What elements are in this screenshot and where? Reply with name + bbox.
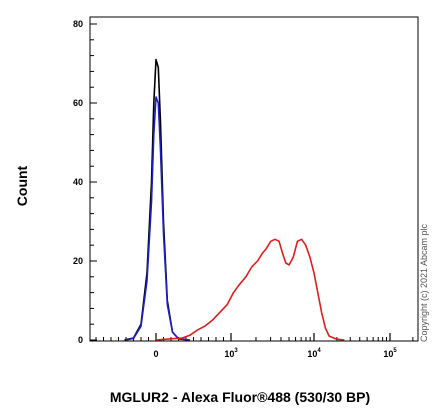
x-tick-label: 0 (153, 349, 158, 359)
series-layer (124, 58, 345, 341)
x-tick-label: 103 (224, 348, 238, 359)
y-tick-label: 60 (73, 98, 83, 108)
x-tick-label: 104 (307, 348, 321, 359)
y-tick-label: 80 (73, 19, 83, 29)
y-tick-label: 20 (73, 256, 83, 266)
y-axis-ticks: 0 20 40 60 80 (73, 19, 97, 345)
y-axis-title: Count (14, 165, 30, 206)
x-tick-label: 105 (383, 348, 397, 359)
y-tick-label: 0 (78, 335, 83, 345)
y-tick-label: 40 (73, 177, 83, 187)
plot-border (89, 16, 419, 342)
histogram-series-2 (155, 238, 345, 341)
copyright-notice: Copyright (c) 2021 Abcam plc (419, 223, 429, 342)
plot-frame (89, 16, 419, 342)
x-axis-title: MGLUR2 - Alexa Fluor®488 (530/30 BP) (110, 389, 370, 405)
x-axis-ticks: 0 103 104 105 (95, 333, 414, 359)
histogram-series-1 (125, 96, 190, 341)
